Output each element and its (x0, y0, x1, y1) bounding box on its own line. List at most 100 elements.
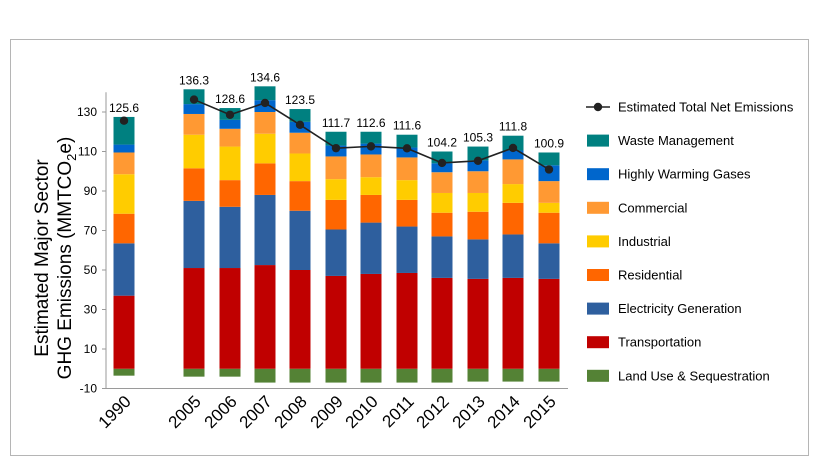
x-tick-label: 2009 (307, 392, 347, 432)
bar-segment (254, 133, 276, 164)
bar-segment (396, 368, 418, 383)
total-data-label: 134.6 (250, 70, 280, 84)
bar-segment (467, 171, 489, 193)
bar-segment (467, 192, 489, 212)
x-tick-label: 1990 (95, 392, 135, 432)
y-tick-label: 70 (84, 224, 98, 238)
bar-segment (113, 243, 135, 296)
total-data-label: 104.2 (427, 136, 457, 150)
bar-segment (219, 119, 241, 129)
bar-segment (113, 152, 135, 175)
x-tick-label: 2012 (413, 392, 453, 432)
bar-segment (396, 272, 418, 369)
bar-segment (183, 200, 205, 269)
bar-segment (538, 202, 560, 213)
bar-segment (113, 144, 135, 153)
bar-segment (538, 278, 560, 369)
bar-segment (431, 277, 453, 369)
total-point (295, 120, 305, 130)
y-tick-label: 30 (84, 303, 98, 317)
bar-segment (467, 239, 489, 279)
bar-segment (289, 270, 311, 369)
bar-segment (502, 135, 524, 151)
bar-segment (431, 236, 453, 278)
bar-segment (467, 368, 489, 382)
bar-segment (502, 277, 524, 369)
bar-segment (289, 181, 311, 211)
bar-segment (396, 226, 418, 273)
bar-segment (360, 368, 382, 383)
bar-segment (183, 268, 205, 369)
bar-segment (183, 368, 205, 377)
bar-segment (219, 206, 241, 269)
bar-segment (538, 152, 560, 166)
bar-segment (502, 202, 524, 235)
bar-segment (396, 199, 418, 227)
bar-segment (431, 163, 453, 173)
bar-segment (219, 268, 241, 369)
x-tick-labels: 1990 200520062007200820092010201120122013… (95, 392, 560, 432)
legend-swatch (587, 336, 609, 349)
legend-label: Commercial (618, 200, 687, 215)
total-point (331, 143, 341, 153)
total-data-label: 112.6 (356, 116, 385, 130)
x-tick-label: 2005 (165, 392, 205, 432)
legend-swatch (587, 168, 609, 181)
bar-segment (289, 153, 311, 182)
total-point (402, 144, 412, 153)
legend-swatch (587, 302, 609, 315)
bar-segment (431, 151, 453, 164)
total-data-label: 125.6 (109, 101, 139, 115)
y-tick-label: 10 (84, 342, 98, 356)
x-tick-label: 2011 (379, 392, 418, 431)
bar-segment (219, 180, 241, 207)
y-tick-label: 110 (78, 145, 97, 159)
bar-segment (254, 86, 276, 101)
legend: Estimated Total Net Emissions Waste Manag… (586, 100, 794, 383)
bar-segment (538, 368, 560, 382)
total-point (189, 95, 199, 104)
bar-segment (360, 154, 382, 178)
bar-segment (325, 275, 347, 369)
bar-segment (219, 368, 241, 377)
bar-segment (113, 174, 135, 214)
legend-label: Estimated Total Net Emissions (618, 100, 794, 115)
bar-segment (396, 157, 418, 181)
legend-label: Land Use & Sequestration (618, 368, 770, 383)
bar-segment (431, 192, 453, 213)
bar-segment (396, 134, 418, 148)
legend-marker (593, 102, 603, 112)
y-axis-title-subscript: 2 (64, 154, 79, 161)
total-point (225, 110, 235, 119)
x-tick-label: 2013 (449, 392, 489, 432)
total-point (437, 158, 447, 168)
bar-segment (360, 177, 382, 195)
legend-label: Electricity Generation (618, 301, 742, 316)
bar-segment (113, 213, 135, 244)
bar-segment (254, 112, 276, 134)
bar-segment (113, 116, 135, 145)
y-tick-label: 90 (84, 184, 98, 198)
bar-segment (183, 104, 205, 114)
total-point (508, 143, 518, 153)
bar-segment (360, 131, 382, 144)
bar-segment (289, 210, 311, 270)
bar-segment (431, 172, 453, 193)
legend-label: Highly Warming Gases (618, 167, 751, 182)
x-tick-label: 2014 (484, 392, 524, 432)
x-tick-label: 2007 (236, 392, 276, 432)
bar-segment (431, 212, 453, 237)
bar-segment (360, 273, 382, 369)
bar-segment (183, 134, 205, 169)
bar-segment (467, 146, 489, 161)
bar-segment (219, 128, 241, 147)
total-data-label: 111.6 (393, 119, 422, 133)
total-data-label: 111.7 (322, 116, 351, 130)
bar-segment (325, 131, 347, 146)
total-point (473, 156, 483, 165)
y-axis-title-line1: Estimated Major Sector (32, 159, 53, 357)
y-axis-title-suffix: e) (55, 137, 76, 154)
bar-segment (113, 368, 135, 376)
bar-segment (538, 243, 560, 279)
